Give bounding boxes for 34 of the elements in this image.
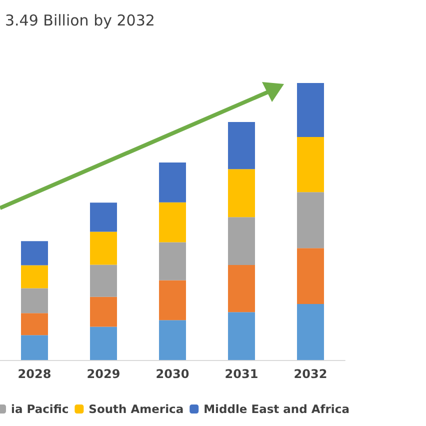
bar [90,202,117,232]
x-tick-label: 2029 [86,367,120,381]
chart-title: 3.49 Billion by 2032 [5,12,155,30]
bar [90,326,117,360]
bar [159,242,186,280]
bar [21,241,48,266]
bar [297,137,324,192]
legend-label: ia Pacific [11,402,69,416]
bar [228,217,255,265]
bar [297,192,324,248]
bar [159,202,186,242]
bar [21,313,48,336]
bar [90,232,117,265]
bar [228,122,255,170]
legend-label: Middle East and Africa [204,402,350,416]
bar [21,265,48,288]
bar [228,264,255,312]
x-tick-label: 2032 [294,367,328,381]
bar [297,83,324,138]
bar [297,304,324,360]
bar [159,162,186,202]
x-tick-label: 2030 [156,367,190,381]
x-tick-label: 2028 [18,367,52,381]
bar [159,280,186,320]
legend-label: South America [88,402,184,416]
bar [90,296,117,327]
bar [228,312,255,360]
bar [159,320,186,360]
bar [228,169,255,218]
bar [90,264,117,297]
bar [21,335,48,360]
bar [297,248,324,304]
x-tick-label: 2031 [224,367,258,381]
bar [21,288,48,314]
